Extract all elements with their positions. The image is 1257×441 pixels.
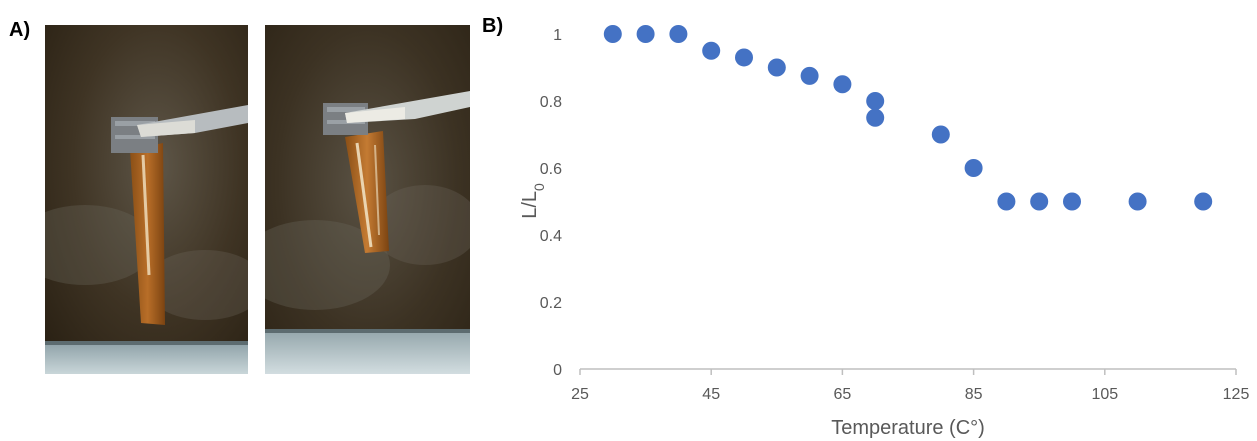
data-point — [1194, 192, 1213, 211]
data-point — [997, 192, 1016, 211]
panel-a-label: A) — [9, 19, 31, 41]
data-point — [866, 108, 885, 127]
data-point — [1063, 192, 1081, 211]
y-tick-label: 0 — [553, 362, 562, 379]
chart-points — [603, 25, 1213, 211]
data-point — [735, 48, 753, 67]
photo-strip-heated — [265, 25, 470, 374]
data-point — [931, 125, 950, 144]
data-point — [669, 25, 688, 43]
photo-strip-heated-image — [265, 25, 470, 374]
x-tick-label: 65 — [834, 386, 852, 403]
y-tick-label: 0.4 — [540, 228, 562, 245]
data-point — [767, 58, 786, 77]
x-axis-title: Temperature (C°) — [831, 417, 985, 439]
data-point — [1128, 192, 1147, 211]
data-point — [603, 25, 622, 43]
photo-strip-cool — [45, 25, 248, 374]
y-axis-title-main: L/L — [519, 191, 541, 219]
x-tick-label: 85 — [965, 386, 983, 403]
data-point — [800, 66, 819, 85]
x-tick-label: 45 — [702, 386, 720, 403]
y-tick-label: 1 — [553, 27, 562, 44]
y-tick-label: 0.6 — [540, 161, 562, 178]
data-point — [636, 25, 655, 43]
data-point — [1030, 192, 1049, 211]
data-point — [964, 159, 983, 177]
chart-ticks: 25 45 65 85 105 125 0 0.2 0.4 0.6 0.8 1 — [540, 27, 1250, 403]
x-tick-label: 25 — [571, 386, 589, 403]
data-point — [866, 92, 885, 110]
y-axis-title: L/L0 — [519, 183, 547, 219]
data-point — [833, 75, 852, 94]
y-axis-title-subscript: 0 — [531, 183, 547, 191]
y-tick-label: 0.2 — [540, 295, 562, 312]
data-point — [702, 41, 721, 60]
x-tick-label: 105 — [1091, 386, 1118, 403]
y-tick-label: 0.8 — [540, 94, 562, 111]
panel-b-label: B) — [482, 15, 504, 37]
photo-strip-cool-image — [45, 25, 248, 374]
x-tick-label: 125 — [1223, 386, 1250, 403]
